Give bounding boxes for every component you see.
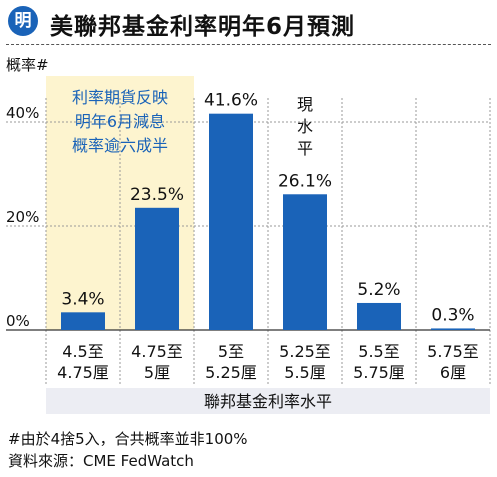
x-tick-label: 5.5至 <box>358 342 399 361</box>
bar <box>431 328 475 330</box>
x-tick-label: 5厘 <box>144 363 170 382</box>
x-axis-title: 聯邦基金利率水平 <box>204 392 332 411</box>
bar <box>61 312 105 330</box>
chart-footer: #由於4捨5入，合共概率並非100% 資料來源：CME FedWatch <box>8 428 248 472</box>
bar-chart: 概率# 0% 20% 40% 3.4% 4.5至 4.75厘 23.5% 4.75至 5厘 41.6… <box>6 56 491 414</box>
x-tick-label: 6厘 <box>440 363 466 382</box>
bar <box>357 302 401 330</box>
data-label: 23.5% <box>130 185 184 205</box>
source-note: 資料來源：CME FedWatch <box>8 452 194 470</box>
data-label: 0.3% <box>431 305 474 325</box>
x-tick-label: 5.75至 <box>427 342 479 361</box>
data-label: 3.4% <box>61 289 104 309</box>
bar <box>135 207 179 330</box>
annotation-text: 明年6月減息 <box>75 112 165 131</box>
y-tick-label: 0% <box>6 312 30 330</box>
chart-header: 明 美聯邦基金利率明年6月預測 <box>6 4 491 40</box>
x-tick-label: 5.5厘 <box>284 363 325 382</box>
current-level-label: 現 <box>297 95 313 114</box>
logo: 明 <box>8 6 38 36</box>
y-tick-label: 40% <box>6 104 39 122</box>
x-tick-label: 4.5至 <box>62 342 103 361</box>
x-tick-label: 5至 <box>218 342 244 361</box>
title-divider <box>6 44 491 45</box>
annotation-text: 利率期貨反映 <box>72 88 168 107</box>
current-level-label: 平 <box>297 139 313 158</box>
x-tick-label: 4.75厘 <box>57 363 109 382</box>
data-label: 41.6% <box>204 91 258 111</box>
bar <box>283 194 327 330</box>
x-tick-label: 4.75至 <box>131 342 183 361</box>
chart-title: 美聯邦基金利率明年6月預測 <box>50 14 356 40</box>
x-axis-title-band <box>46 388 490 414</box>
x-tick-label: 5.25至 <box>279 342 331 361</box>
y-tick-label: 20% <box>6 208 39 226</box>
x-tick-label: 5.75厘 <box>353 363 405 382</box>
data-label: 26.1% <box>278 171 332 191</box>
footnote: #由於4捨5入，合共概率並非100% <box>8 430 248 448</box>
bar <box>209 113 253 331</box>
y-axis-label: 概率# <box>6 56 49 74</box>
x-tick-label: 5.25厘 <box>205 363 257 382</box>
annotation-text: 概率逾六成半 <box>72 136 168 155</box>
data-label: 5.2% <box>357 280 400 300</box>
current-level-label: 水 <box>297 117 313 136</box>
